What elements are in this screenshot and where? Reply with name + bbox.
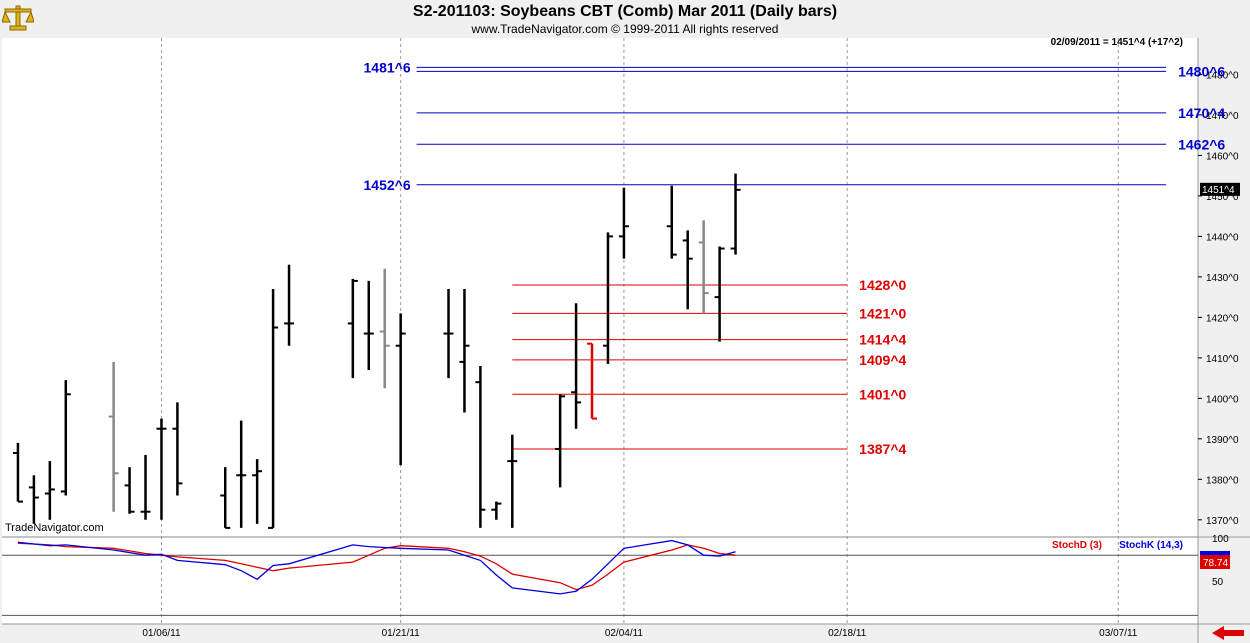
x-tick-label: 03/07/11	[1099, 628, 1138, 639]
y-tick-label: 1460^0	[1206, 151, 1239, 162]
y-tick-label: 1420^0	[1206, 313, 1239, 324]
y-tick-label: 1450^0	[1206, 192, 1239, 203]
scales-logo-icon	[2, 5, 34, 31]
scroll-left-arrow-icon[interactable]	[1212, 626, 1244, 640]
level-label: 1409^4	[859, 352, 906, 368]
level-label: 1481^6	[364, 59, 411, 75]
legend-stochd: StochD (3)	[1052, 540, 1102, 551]
y-tick-label: 1400^0	[1206, 394, 1239, 405]
y-tick-label: 1430^0	[1206, 273, 1239, 284]
x-tick-label: 01/21/11	[382, 628, 421, 639]
y-tick-label: 1380^0	[1206, 475, 1239, 486]
level-label: 1470^4	[1178, 105, 1225, 121]
chart-subtitle: www.TradeNavigator.com © 1999-2011 All r…	[471, 22, 779, 36]
last-price-tag	[1200, 182, 1240, 196]
y-tick-label: 1390^0	[1206, 435, 1239, 446]
legend-stochk: StochK (14,3)	[1119, 540, 1183, 551]
x-tick-label: 02/04/11	[605, 628, 644, 639]
watermark: TradeNavigator.com	[5, 522, 104, 534]
stoch-last-label: 78.74	[1203, 558, 1228, 569]
level-label: 1401^0	[859, 386, 906, 402]
y-tick-label: 1440^0	[1206, 232, 1239, 243]
x-tick-label: 02/18/11	[828, 628, 867, 639]
last-price-label: 1451^4	[1202, 185, 1235, 196]
price-panel	[2, 38, 1198, 536]
y-tick-label: 1470^0	[1206, 111, 1239, 122]
chart-title: S2-201103: Soybeans CBT (Comb) Mar 2011 …	[412, 3, 838, 20]
y-tick-label: 1410^0	[1206, 354, 1239, 365]
price-readout: 02/09/2011 = 1451^4 (+17^2)	[1050, 37, 1183, 48]
level-label: 1462^6	[1178, 136, 1225, 152]
level-label: 1387^4	[859, 441, 906, 457]
stochastic-panel	[2, 538, 1198, 624]
level-label: 1428^0	[859, 277, 906, 293]
level-label: 1421^0	[859, 305, 906, 321]
stoch-y-tick-label: 50	[1212, 577, 1224, 588]
level-label: 1414^4	[859, 332, 906, 348]
level-label: 1480^6	[1178, 63, 1225, 79]
y-tick-label: 1480^0	[1206, 70, 1239, 81]
x-tick-label: 01/06/11	[142, 628, 181, 639]
y-tick-label: 1370^0	[1206, 516, 1239, 527]
stoch-y-tick-label: 100	[1212, 534, 1229, 545]
stoch-k-marker	[1200, 551, 1230, 555]
stoch-series-line	[17, 539, 736, 595]
stoch-series-line	[17, 542, 736, 591]
stoch-last-tag	[1200, 555, 1230, 569]
level-label: 1452^6	[364, 177, 411, 193]
